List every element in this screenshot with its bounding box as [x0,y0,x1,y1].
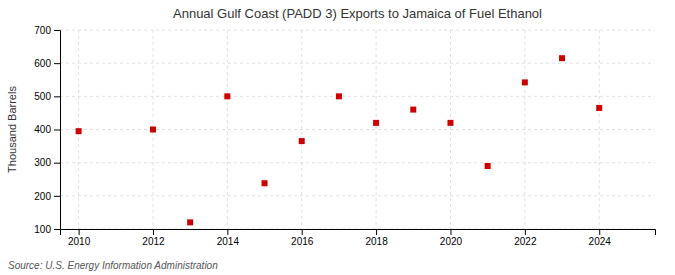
point [150,127,156,133]
tick: 200 [34,191,60,202]
point [262,180,268,186]
chart: 2010 2012 2014 2016 2018 2020 2022 2024 100 200 30… [0,0,675,275]
grid-line [60,195,655,196]
source: Source: U.S. Energy Information Administ… [8,260,218,271]
tick-mark [227,229,228,235]
tick: 300 [34,157,60,168]
tick-label: 2020 [440,236,463,247]
grid-line [60,63,655,64]
point [299,138,305,144]
points [76,55,603,225]
tick-label: 100 [34,224,51,235]
grid-line [60,162,655,163]
point [447,120,453,126]
tick-label: 2016 [291,236,314,247]
tick-label: 300 [34,157,51,168]
tick-label: 2022 [514,236,537,247]
tick: 100 [34,224,60,235]
tick-label: 2010 [68,236,91,247]
tick-mark [54,96,60,97]
tick: 600 [34,58,60,69]
tick-mark [54,196,60,197]
grid-line [376,30,377,229]
tick-label: 2014 [217,236,240,247]
tick-mark [54,130,60,131]
point [596,105,602,111]
grid-line [60,96,655,97]
tick-mark [525,229,526,235]
tick-label: 2024 [589,236,612,247]
tick-mark [302,229,303,235]
tick-mark [54,163,60,164]
tick-label: 2012 [142,236,165,247]
tick-mark [79,229,80,235]
tick-label: 500 [34,91,51,102]
grid [60,30,655,229]
tick-mark [599,229,600,235]
tick: 2020 [440,229,463,247]
grid-line [599,30,600,229]
point [224,93,230,99]
tick-mark [54,30,60,31]
axis-line [54,31,61,230]
tick-label: 200 [34,191,51,202]
point [187,219,193,225]
grid-line [60,129,655,130]
tick: 700 [34,25,60,36]
title: Annual Gulf Coast (PADD 3) Exports to Ja… [173,6,542,21]
tick-mark [54,63,60,64]
grid-line [60,30,655,31]
point [336,93,342,99]
tick-label: 700 [34,25,51,36]
point [76,128,82,134]
point [485,163,491,169]
point [410,107,416,113]
grid-line [450,30,451,229]
plot: 2010 2012 2014 2016 2018 2020 2022 2024 100 200 30… [34,25,655,247]
tick: 2022 [514,229,537,247]
tick-mark [450,229,451,235]
tick: 2024 [589,229,612,247]
tick: 500 [34,91,60,102]
tick-mark [153,229,154,235]
tick-label: 400 [34,124,51,135]
tick-mark [376,229,377,235]
y-axis-label: Thousand Barrels [6,86,18,173]
tick: 2012 [142,229,165,247]
tick-mark [54,229,60,230]
grid-line [301,30,302,229]
tick: 2016 [291,229,314,247]
grid-line [524,30,525,229]
point [559,55,565,61]
tick-label: 2018 [365,236,388,247]
grid-line [227,30,228,229]
y-axis: 100 200 300 400 500 600 700 [34,25,60,235]
tick: 2010 [68,229,91,247]
tick: 2014 [217,229,240,247]
point [373,120,379,126]
point [522,79,528,85]
tick: 400 [34,124,60,135]
axis-line [61,230,656,236]
x-axis: 2010 2012 2014 2016 2018 2020 2022 2024 [61,229,656,247]
tick-label: 600 [34,58,51,69]
tick: 2018 [365,229,388,247]
